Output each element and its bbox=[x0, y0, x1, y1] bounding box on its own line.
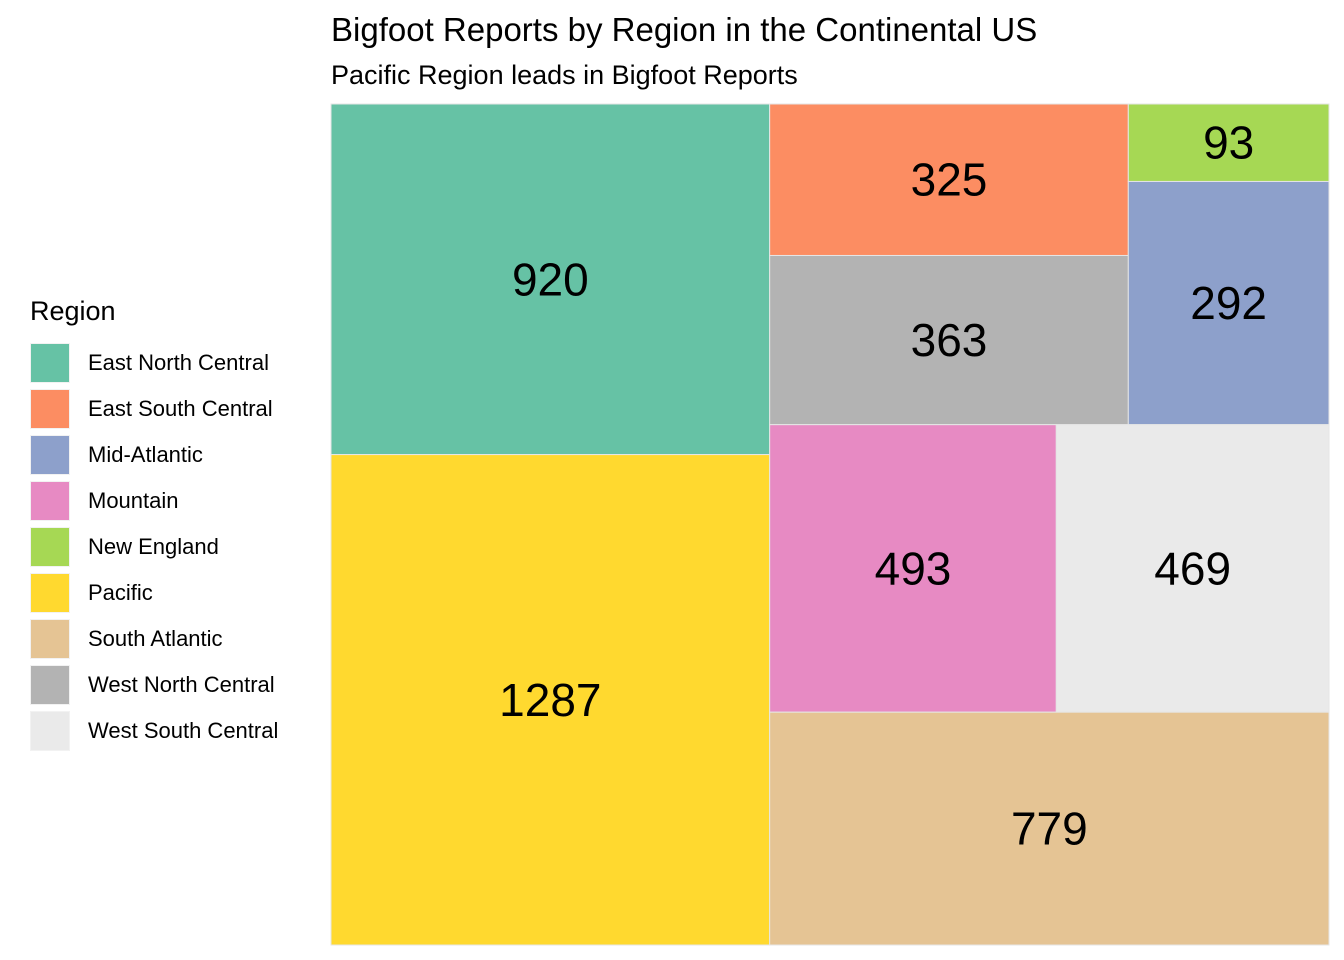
tile-label-new-england: 93 bbox=[1203, 117, 1254, 169]
legend-label: West North Central bbox=[88, 672, 275, 697]
tile-label-east-south-central: 325 bbox=[911, 154, 988, 206]
legend-item: West South Central bbox=[30, 708, 320, 754]
tile-label-west-north-central: 363 bbox=[911, 314, 988, 366]
legend-swatch bbox=[30, 435, 70, 475]
legend-label: South Atlantic bbox=[88, 626, 223, 651]
legend-label: East North Central bbox=[88, 350, 269, 375]
tile-new-england bbox=[1127, 103, 1330, 182]
tile-mountain bbox=[769, 424, 1057, 713]
chart-title: Bigfoot Reports by Region in the Contine… bbox=[331, 11, 1038, 48]
legend-swatch bbox=[30, 665, 70, 705]
legend-swatch bbox=[30, 527, 70, 567]
tile-east-north-central bbox=[330, 103, 771, 456]
legend-item: East North Central bbox=[30, 340, 320, 386]
legend-swatch bbox=[30, 343, 70, 383]
tile-label-pacific: 1287 bbox=[499, 674, 601, 726]
legend-label: Pacific bbox=[88, 580, 153, 605]
legend-swatch bbox=[30, 711, 70, 751]
legend: Region East North Central East South Cent… bbox=[30, 294, 320, 754]
legend-item: Mid-Atlantic bbox=[30, 432, 320, 478]
legend-swatch bbox=[30, 481, 70, 521]
tile-mid-atlantic bbox=[1127, 180, 1330, 426]
tile-label-mountain: 493 bbox=[875, 542, 952, 594]
legend-item: South Atlantic bbox=[30, 616, 320, 662]
tile-label-west-south-central: 469 bbox=[1154, 542, 1231, 594]
tile-label-mid-atlantic: 292 bbox=[1190, 277, 1267, 329]
legend-item: Mountain bbox=[30, 478, 320, 524]
legend-item: Pacific bbox=[30, 570, 320, 616]
legend-label: East South Central bbox=[88, 396, 273, 421]
legend-label: Mountain bbox=[88, 488, 179, 513]
tile-south-atlantic bbox=[769, 711, 1330, 946]
legend-item: West North Central bbox=[30, 662, 320, 708]
chart-subtitle: Pacific Region leads in Bigfoot Reports bbox=[331, 60, 798, 90]
tile-pacific bbox=[330, 454, 771, 946]
legend-label: Mid-Atlantic bbox=[88, 442, 203, 467]
legend-label: New England bbox=[88, 534, 219, 559]
legend-item: East South Central bbox=[30, 386, 320, 432]
legend-label: West South Central bbox=[88, 718, 279, 743]
legend-item: New England bbox=[30, 524, 320, 570]
legend-swatch bbox=[30, 389, 70, 429]
tile-label-east-north-central: 920 bbox=[512, 253, 589, 305]
legend-title: Region bbox=[30, 296, 116, 326]
tile-east-south-central bbox=[769, 103, 1129, 256]
legend-items: East North Central East South Central Mid-… bbox=[30, 340, 320, 754]
tile-label-south-atlantic: 779 bbox=[1011, 803, 1088, 855]
tile-west-north-central bbox=[769, 254, 1129, 426]
legend-swatch bbox=[30, 619, 70, 659]
legend-swatch bbox=[30, 573, 70, 613]
tile-west-south-central bbox=[1055, 424, 1330, 713]
